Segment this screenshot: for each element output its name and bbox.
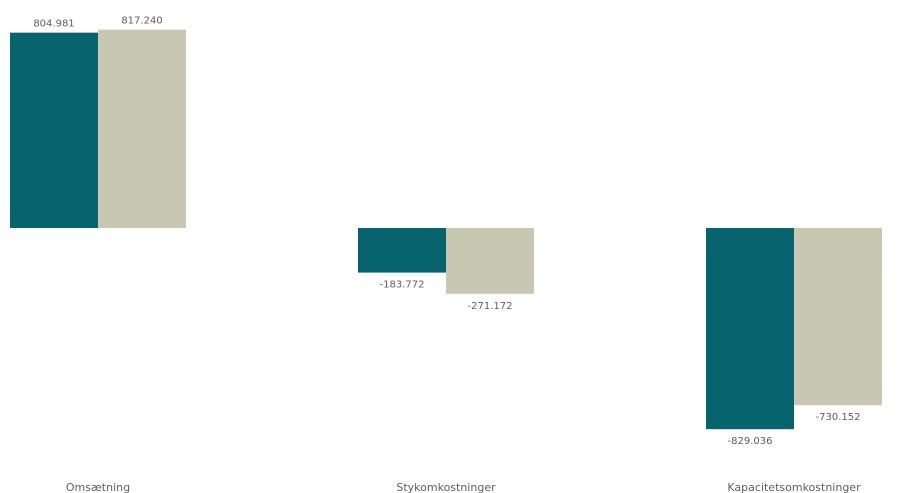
bar-2-series-1[interactable] <box>794 228 882 406</box>
x-tick-label: Omsætning <box>66 481 130 493</box>
data-label-2-series-0: -829.036 <box>728 436 773 447</box>
x-tick-label: Kapacitetsomkostninger <box>727 481 861 493</box>
bar-0-series-1[interactable] <box>98 29 186 229</box>
data-label-0-series-0: 804.981 <box>33 19 74 30</box>
bar-1-series-1[interactable] <box>446 228 534 294</box>
data-label-1-series-0: -183.772 <box>380 280 425 291</box>
bar-1-series-0[interactable] <box>358 228 446 273</box>
bar-2-series-0[interactable] <box>706 228 794 430</box>
data-label-2-series-1: -730.152 <box>816 412 861 423</box>
data-label-0-series-1: 817.240 <box>121 16 162 27</box>
bar-0-series-0[interactable] <box>10 32 98 229</box>
x-tick-label: Stykomkostninger <box>396 481 496 493</box>
data-label-1-series-1: -271.172 <box>468 301 513 312</box>
